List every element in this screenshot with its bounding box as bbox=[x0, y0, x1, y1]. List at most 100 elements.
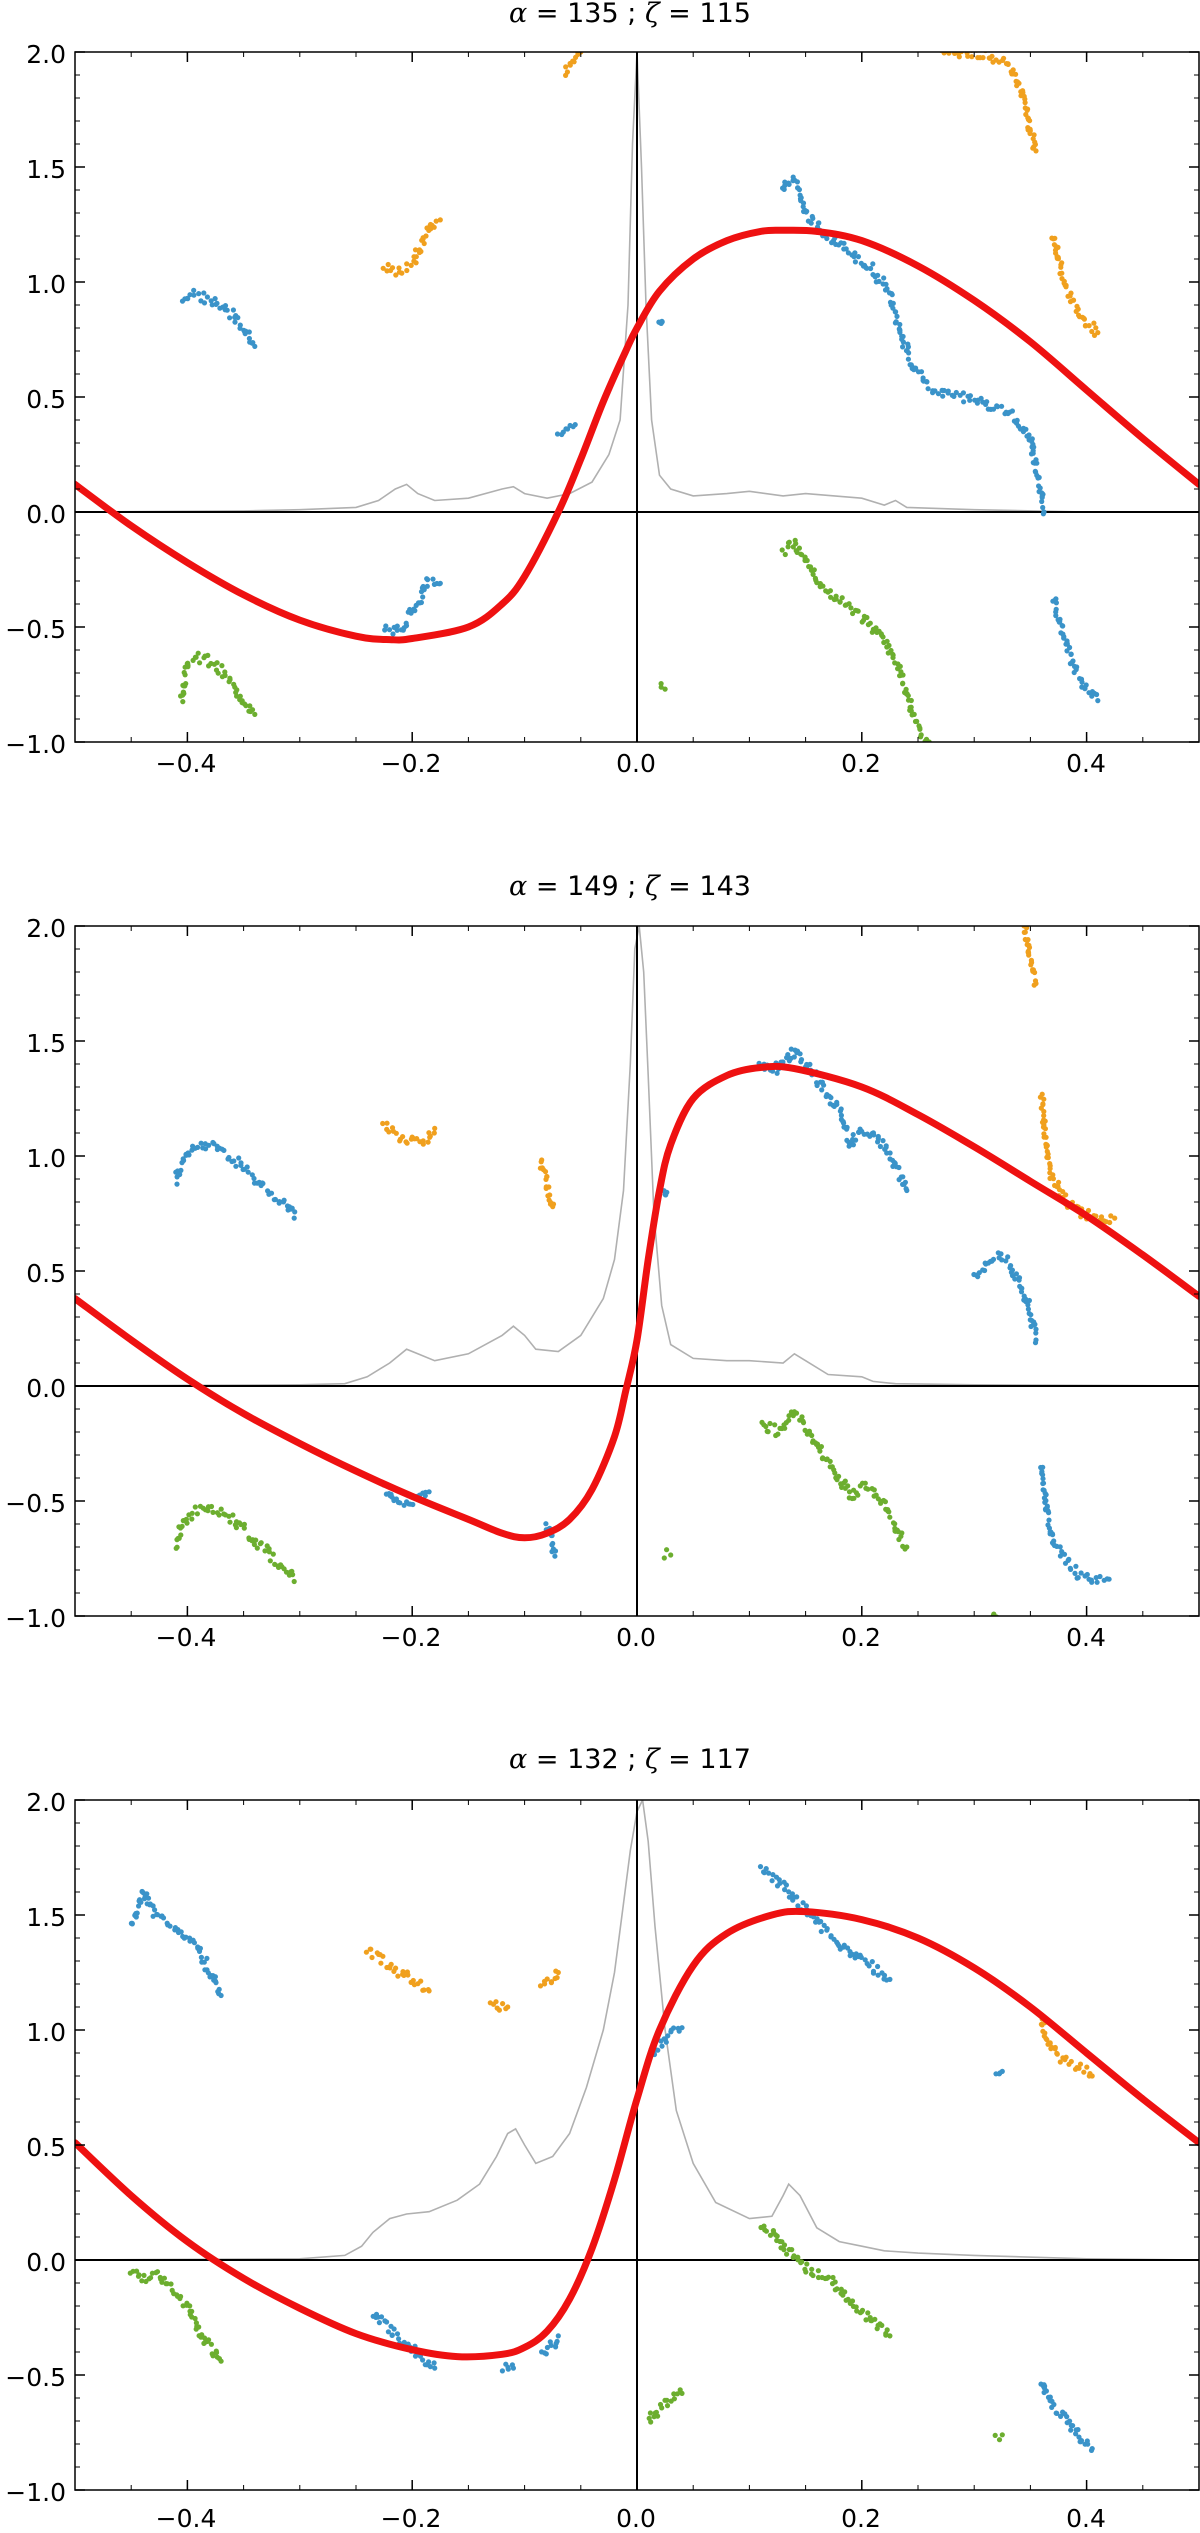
panel-2-blue-point bbox=[1012, 1276, 1018, 1282]
panel-3-orange-point bbox=[1047, 2041, 1053, 2047]
panel-1-orange-point bbox=[1091, 320, 1097, 326]
panel-3-title-sep: ; bbox=[627, 1744, 636, 1775]
panel-3-blue-point bbox=[875, 1963, 881, 1970]
panel-1-blue-point bbox=[246, 329, 252, 335]
panel-1-blue-point bbox=[420, 594, 426, 600]
panel-1-ticks bbox=[74, 51, 1200, 743]
panel-2-green-point bbox=[786, 1417, 792, 1423]
panel-3-blue-point bbox=[1089, 2446, 1095, 2452]
panel-1-green-point bbox=[864, 614, 870, 621]
panel-2-blue-point bbox=[875, 1133, 881, 1140]
panel-1-green-point bbox=[234, 693, 240, 699]
panel-1-orange-point bbox=[1070, 297, 1077, 303]
panel-2-blue-point bbox=[887, 1150, 893, 1156]
panel-1-blue-point bbox=[889, 291, 895, 297]
panel-2-green-point bbox=[253, 1537, 259, 1543]
panel-2-blue-point bbox=[785, 1052, 791, 1058]
panel-2-blue-point bbox=[288, 1206, 294, 1212]
panel-3-green-point bbox=[804, 2261, 810, 2267]
panel-3-orange-point bbox=[500, 2001, 506, 2007]
panel-2-green-point bbox=[661, 1555, 667, 1561]
panel-3-blue-point bbox=[196, 1948, 203, 1954]
panel-2-green-point bbox=[230, 1512, 236, 1518]
panel-1-xtick-label-3: 0.2 bbox=[841, 749, 881, 778]
panel-1-blue-point bbox=[893, 319, 899, 325]
panel-3-blue-point bbox=[870, 1970, 877, 1976]
panel-3-green-point bbox=[674, 2391, 681, 2397]
panel-2-blue-point bbox=[774, 1070, 780, 1076]
panel-1-blue-point bbox=[994, 404, 1001, 410]
panel-2-orange-point bbox=[547, 1192, 553, 1198]
panel-3-blue-point bbox=[655, 2047, 661, 2053]
panel-1-blue-point bbox=[185, 296, 191, 302]
panel-2-blue-point bbox=[1084, 1571, 1090, 1578]
panel-3-green-point bbox=[810, 2272, 816, 2279]
panel-1-blue-point bbox=[864, 265, 870, 271]
panel-2-plot-area bbox=[74, 925, 1200, 1617]
panel-2-green-point bbox=[836, 1473, 842, 1479]
panel-2-ytick-label-0: −1.0 bbox=[5, 1604, 66, 1633]
panel-1-orange-point bbox=[1052, 235, 1058, 241]
panel-1-blue-point bbox=[804, 208, 810, 214]
panel-3-green-point bbox=[210, 2353, 216, 2359]
panel-3-blue-point bbox=[167, 1923, 173, 1929]
panel-2-title: α = 149 ; ζ = 143 bbox=[509, 871, 751, 902]
panel-3-green-point bbox=[795, 2254, 801, 2260]
panel-1-blue-point bbox=[1067, 644, 1073, 651]
panel-1-blue-point bbox=[1036, 474, 1042, 481]
panel-1-green-point bbox=[897, 663, 903, 670]
panel-3-orange-point bbox=[421, 1987, 427, 1993]
panel-2-orange-series bbox=[380, 926, 1118, 1226]
panel-2-green-point bbox=[183, 1516, 189, 1522]
panel-2-blue-point bbox=[233, 1163, 239, 1169]
panel-1-ytick-label-4: 1.0 bbox=[26, 270, 66, 299]
panel-1-blue-point bbox=[941, 387, 947, 394]
panel-3-orange-point bbox=[1077, 2061, 1084, 2067]
panel-3-xtick-label-2: 0.0 bbox=[616, 2504, 656, 2533]
panel-2-orange-point bbox=[1040, 1101, 1046, 1107]
panel-2-green-point bbox=[809, 1432, 815, 1439]
panel-2-blue-point bbox=[1040, 1472, 1046, 1478]
panel-3-blue-point bbox=[800, 1900, 806, 1906]
panel-3-green-point bbox=[218, 2358, 224, 2364]
panel-3-orange-point bbox=[380, 1953, 386, 1959]
panel-1-blue-point bbox=[815, 220, 822, 226]
panel-1-profile-curve bbox=[75, 52, 1199, 513]
panel-3-blue-point bbox=[770, 1872, 776, 1878]
panel-1-green-point bbox=[804, 557, 810, 564]
panel-2-orange-point bbox=[420, 1141, 426, 1147]
panel-1-green-point bbox=[185, 662, 191, 669]
panel-1-orange-point bbox=[1055, 244, 1061, 250]
panel-1-green-point bbox=[247, 703, 253, 709]
panel-1-orange-point bbox=[399, 270, 405, 276]
panel-2-blue-point bbox=[838, 1106, 844, 1112]
panel-1-orange-point bbox=[1025, 117, 1032, 123]
panel-2-blue-point bbox=[1068, 1566, 1074, 1572]
panel-3-green-point bbox=[834, 2286, 840, 2292]
panel-1-green-point bbox=[908, 708, 914, 714]
panel-3-blue-point bbox=[783, 1882, 790, 1888]
panel-3-xtick-label-4: 0.4 bbox=[1066, 2504, 1106, 2533]
panel-1-green-point bbox=[779, 547, 785, 553]
panel-2-orange-point bbox=[404, 1140, 410, 1146]
panel-2-blue-point bbox=[1040, 1476, 1046, 1482]
panel-1-blue-point bbox=[572, 422, 578, 428]
panel-1-blue-point bbox=[1064, 640, 1070, 646]
panel-1-green-point bbox=[195, 650, 201, 656]
panel-3-blue-point bbox=[769, 1878, 775, 1884]
panel-2-orange-point bbox=[542, 1169, 549, 1175]
panel-2-blue-point bbox=[178, 1167, 184, 1173]
panel-2-green-point bbox=[846, 1489, 853, 1495]
panel-2-orange-point bbox=[414, 1136, 420, 1142]
panel-2-blue-point bbox=[177, 1171, 183, 1178]
panel-1-blue-point bbox=[961, 399, 967, 405]
panel-1-green-point bbox=[873, 625, 879, 631]
panel-2-blue-point bbox=[226, 1154, 232, 1161]
panel-3-blue-point bbox=[212, 1974, 218, 1980]
panel-1-blue-point bbox=[554, 431, 561, 437]
panel-1-green-point bbox=[839, 595, 845, 601]
panel-1-title: α = 135 ; ζ = 115 bbox=[509, 0, 751, 29]
panel-2-blue-point bbox=[181, 1157, 187, 1164]
panel-3-green-point bbox=[174, 2292, 180, 2298]
panel-3-blue-point bbox=[378, 2314, 385, 2320]
